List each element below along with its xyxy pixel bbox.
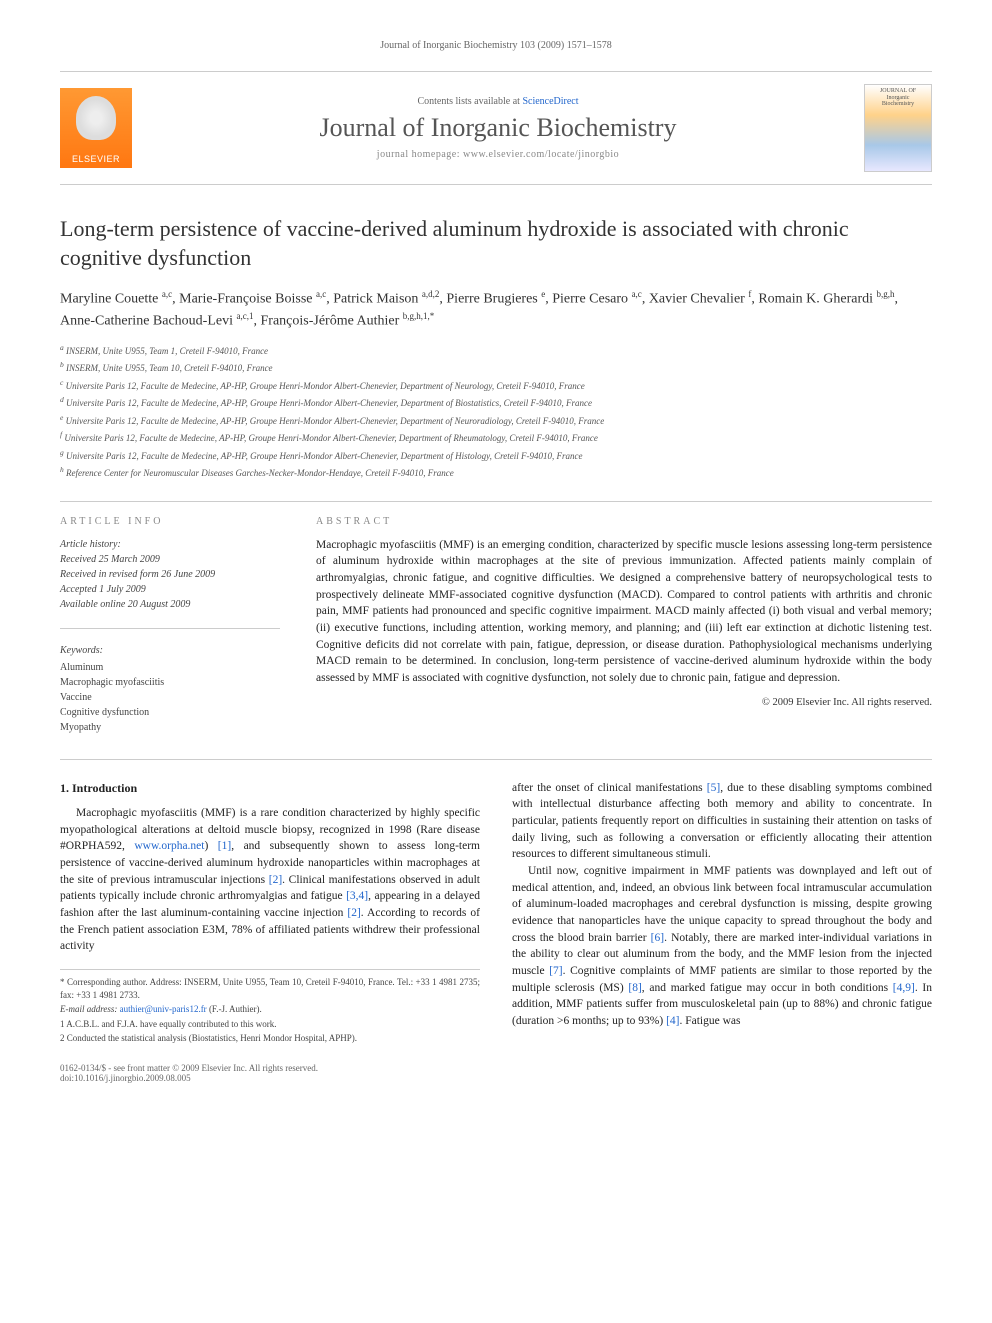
keyword-item: Vaccine	[60, 690, 280, 705]
footnotes-block: * Corresponding author. Address: INSERM,…	[60, 969, 480, 1045]
ref-1[interactable]: [1]	[218, 840, 231, 852]
article-info-label: article info	[60, 516, 280, 527]
ref-3-4[interactable]: [3,4]	[346, 890, 368, 902]
journal-cover-thumbnail: JOURNAL OF Inorganic Biochemistry	[864, 84, 932, 172]
page-footer: 0162-0134/$ - see front matter © 2009 El…	[60, 1063, 932, 1083]
cover-label-mid: Inorganic	[868, 95, 928, 102]
p2-text-d: , and marked fatigue may occur in both c…	[642, 982, 893, 994]
article-info-column: article info Article history: Received 2…	[60, 516, 280, 735]
corresponding-email-link[interactable]: authier@univ-paris12.fr	[120, 1004, 207, 1014]
ref-4[interactable]: [4]	[666, 1015, 679, 1027]
affiliation-line: e Universite Paris 12, Faculte de Medeci…	[60, 412, 932, 429]
journal-homepage-line: journal homepage: www.elsevier.com/locat…	[148, 149, 848, 160]
ref-2b[interactable]: [2]	[347, 907, 360, 919]
sciencedirect-link[interactable]: ScienceDirect	[522, 96, 578, 107]
affiliation-line: c Universite Paris 12, Faculte de Medeci…	[60, 377, 932, 394]
abstract-column: abstract Macrophagic myofasciitis (MMF) …	[316, 516, 932, 735]
ref-8[interactable]: [8]	[628, 982, 641, 994]
affiliation-line: b INSERM, Unite U955, Team 10, Creteil F…	[60, 359, 932, 376]
doi-line: doi:10.1016/j.jinorgbio.2009.08.005	[60, 1073, 318, 1083]
ref-2[interactable]: [2]	[269, 874, 282, 886]
body-column-right: after the onset of clinical manifestatio…	[512, 780, 932, 1047]
keyword-item: Macrophagic myofasciitis	[60, 675, 280, 690]
ref-7[interactable]: [7]	[549, 965, 562, 977]
cover-label-bot: Biochemistry	[868, 101, 928, 108]
cover-label-top: JOURNAL OF	[868, 88, 928, 95]
journal-masthead: ELSEVIER Contents lists available at Sci…	[60, 71, 932, 185]
abstract-copyright: © 2009 Elsevier Inc. All rights reserved…	[316, 697, 932, 708]
footnote-1: 1 A.C.B.L. and F.J.A. have equally contr…	[60, 1018, 480, 1031]
running-header: Journal of Inorganic Biochemistry 103 (2…	[60, 40, 932, 51]
keyword-item: Aluminum	[60, 660, 280, 675]
footnote-email: E-mail address: authier@univ-paris12.fr …	[60, 1003, 480, 1016]
intro-paragraph-1: Macrophagic myofasciitis (MMF) is a rare…	[60, 805, 480, 955]
abstract-label: abstract	[316, 516, 932, 527]
affiliation-line: a INSERM, Unite U955, Team 1, Creteil F-…	[60, 342, 932, 359]
p1c-text-a: after the onset of clinical manifestatio…	[512, 782, 707, 794]
history-label: Article history:	[60, 537, 280, 552]
affiliation-line: f Universite Paris 12, Faculte de Medeci…	[60, 429, 932, 446]
abstract-text: Macrophagic myofasciitis (MMF) is an eme…	[316, 537, 932, 687]
affiliation-line: h Reference Center for Neuromuscular Dis…	[60, 464, 932, 481]
footnote-2: 2 Conducted the statistical analysis (Bi…	[60, 1032, 480, 1045]
p1-text-b: )	[204, 840, 217, 852]
contents-prefix: Contents lists available at	[417, 96, 522, 107]
article-title: Long-term persistence of vaccine-derived…	[60, 215, 932, 272]
contents-available-line: Contents lists available at ScienceDirec…	[148, 96, 848, 107]
publisher-name: ELSEVIER	[72, 154, 120, 164]
email-label: E-mail address:	[60, 1004, 120, 1014]
divider-bottom	[60, 759, 932, 760]
logo-tree-icon	[76, 96, 116, 140]
history-line: Available online 20 August 2009	[60, 597, 280, 612]
affiliation-line: d Universite Paris 12, Faculte de Medeci…	[60, 394, 932, 411]
intro-paragraph-1-cont: after the onset of clinical manifestatio…	[512, 780, 932, 863]
body-column-left: 1. Introduction Macrophagic myofasciitis…	[60, 780, 480, 1047]
intro-paragraph-2: Until now, cognitive impairment in MMF p…	[512, 863, 932, 1030]
footnote-corresponding: * Corresponding author. Address: INSERM,…	[60, 976, 480, 1001]
orpha-link[interactable]: www.orpha.net	[134, 840, 204, 852]
keyword-item: Myopathy	[60, 720, 280, 735]
keywords-block: Keywords: AluminumMacrophagic myofasciit…	[60, 643, 280, 735]
history-line: Accepted 1 July 2009	[60, 582, 280, 597]
keywords-label: Keywords:	[60, 643, 280, 658]
history-line: Received in revised form 26 June 2009	[60, 567, 280, 582]
divider-top	[60, 501, 932, 502]
masthead-center: Contents lists available at ScienceDirec…	[148, 96, 848, 160]
keyword-item: Cognitive dysfunction	[60, 705, 280, 720]
author-list: Maryline Couette a,c, Marie-Françoise Bo…	[60, 288, 932, 331]
journal-title: Journal of Inorganic Biochemistry	[148, 113, 848, 143]
footer-left: 0162-0134/$ - see front matter © 2009 El…	[60, 1063, 318, 1083]
section-heading-introduction: 1. Introduction	[60, 780, 480, 797]
affiliations-block: a INSERM, Unite U955, Team 1, Creteil F-…	[60, 342, 932, 481]
affiliation-line: g Universite Paris 12, Faculte de Medeci…	[60, 447, 932, 464]
ref-5[interactable]: [5]	[707, 782, 720, 794]
publisher-logo: ELSEVIER	[60, 88, 132, 168]
ref-4-9[interactable]: [4,9]	[893, 982, 915, 994]
ref-6[interactable]: [6]	[651, 932, 664, 944]
email-suffix: (F.-J. Authier).	[207, 1004, 262, 1014]
front-matter-line: 0162-0134/$ - see front matter © 2009 El…	[60, 1063, 318, 1073]
p2-text-f: . Fatigue was	[679, 1015, 740, 1027]
history-line: Received 25 March 2009	[60, 552, 280, 567]
divider-info-mid	[60, 628, 280, 629]
article-history: Article history: Received 25 March 2009R…	[60, 537, 280, 612]
body-two-column: 1. Introduction Macrophagic myofasciitis…	[60, 780, 932, 1047]
